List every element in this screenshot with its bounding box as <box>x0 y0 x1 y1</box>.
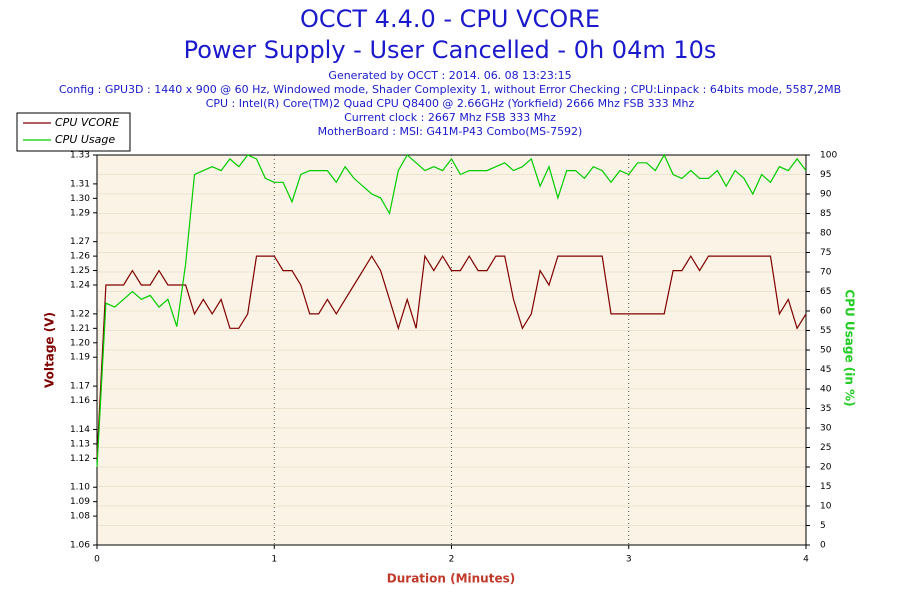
y2-tick-label: 80 <box>820 229 832 239</box>
y2-tick-label: 35 <box>820 404 831 414</box>
y2-tick-label: 65 <box>820 287 831 297</box>
y-tick-label: 1.10 <box>70 483 90 493</box>
y-tick-label: 1.14 <box>70 425 90 435</box>
y2-tick-label: 30 <box>820 424 832 434</box>
y-tick-label: 1.31 <box>70 179 90 189</box>
chart-subtitle: Power Supply - User Cancelled - 0h 04m 1… <box>184 36 717 64</box>
y2-tick-label: 40 <box>820 385 832 395</box>
y-tick-label: 1.22 <box>70 309 90 319</box>
legend-box <box>16 112 131 152</box>
y-tick-label: 1.16 <box>70 396 90 406</box>
x-tick-label: 3 <box>626 555 632 565</box>
y-tick-label: 1.09 <box>70 497 90 507</box>
y-tick-label: 1.08 <box>70 512 90 522</box>
y-tick-label: 1.33 <box>70 151 90 161</box>
legend-label: CPU VCORE <box>55 116 119 129</box>
x-tick-label: 1 <box>271 555 277 565</box>
legend-label: CPU Usage <box>55 133 115 146</box>
y-tick-label: 1.12 <box>70 454 90 464</box>
y2-axis-title: CPU Usage (in %) <box>843 289 857 406</box>
info-line: Current clock : 2667 Mhz FSB 333 Mhz <box>344 111 556 124</box>
x-tick-label: 0 <box>94 555 100 565</box>
y-tick-label: 1.06 <box>70 541 90 551</box>
y-tick-label: 1.20 <box>70 338 90 348</box>
y2-tick-label: 70 <box>820 268 832 278</box>
data-line <box>96 153 807 468</box>
y-tick-label: 1.24 <box>70 281 90 291</box>
y2-tick-label: 0 <box>820 541 826 551</box>
y-axis-title: Voltage (V) <box>43 312 57 388</box>
plot-frame <box>96 154 807 546</box>
y2-tick-label: 5 <box>820 521 826 531</box>
y-tick-label: 1.26 <box>70 252 90 262</box>
y2-tick-label: 75 <box>820 248 831 258</box>
y2-tick-label: 15 <box>820 482 831 492</box>
y-tick-label: 1.27 <box>70 237 90 247</box>
x-tick-label: 2 <box>449 555 455 565</box>
y2-tick-label: 20 <box>820 463 832 473</box>
x-tick-label: 4 <box>803 555 809 565</box>
y2-tick-label: 50 <box>820 346 832 356</box>
y2-tick-label: 95 <box>820 170 831 180</box>
info-line: MotherBoard : MSI: G41M-P43 Combo(MS-759… <box>318 125 583 138</box>
x-axis-title: Duration (Minutes) <box>387 572 515 586</box>
y-tick-label: 1.25 <box>70 266 90 276</box>
y2-tick-label: 100 <box>820 151 837 161</box>
y-tick-label: 1.30 <box>70 194 90 204</box>
y2-tick-label: 60 <box>820 307 832 317</box>
y-tick-label: 1.19 <box>70 353 90 363</box>
y-tick-label: 1.21 <box>70 324 90 334</box>
info-line: Generated by OCCT : 2014. 06. 08 13:23:1… <box>328 69 571 82</box>
y2-tick-label: 90 <box>820 190 832 200</box>
info-line: Config : GPU3D : 1440 x 900 @ 60 Hz, Win… <box>59 83 841 96</box>
y2-tick-label: 45 <box>820 365 831 375</box>
y-tick-label: 1.17 <box>70 382 90 392</box>
y2-tick-label: 25 <box>820 443 831 453</box>
y2-tick-label: 55 <box>820 326 831 336</box>
chart-title: OCCT 4.4.0 - CPU VCORE <box>300 5 600 33</box>
info-line: CPU : Intel(R) Core(TM)2 Quad CPU Q8400 … <box>206 97 695 110</box>
y2-tick-label: 85 <box>820 209 831 219</box>
y2-tick-label: 10 <box>820 502 832 512</box>
y-tick-label: 1.29 <box>70 208 90 218</box>
data-line <box>96 254 807 459</box>
y-tick-label: 1.13 <box>70 439 90 449</box>
